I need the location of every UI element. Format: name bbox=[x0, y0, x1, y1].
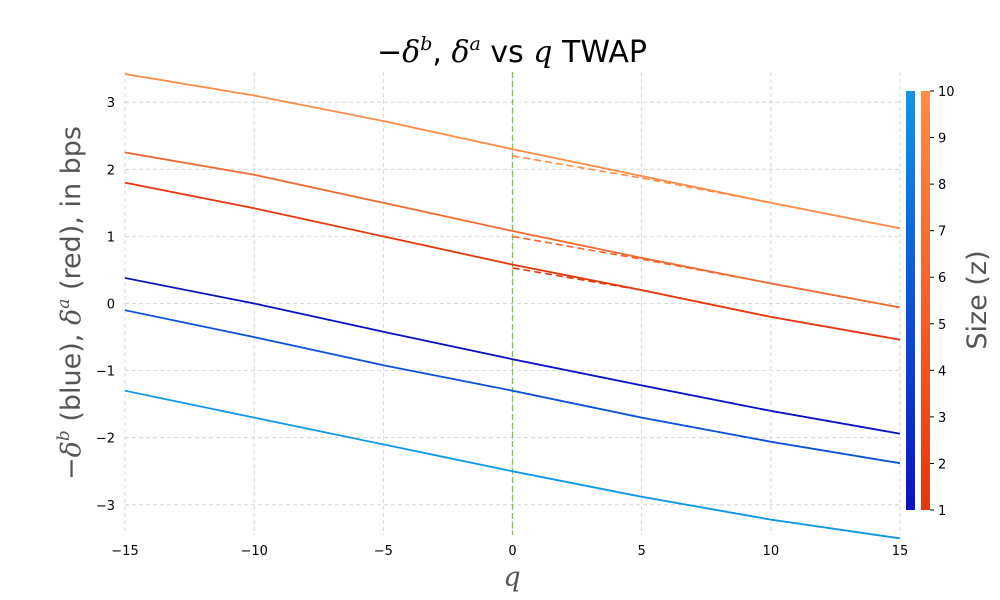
y-tick-label: 1 bbox=[107, 230, 115, 245]
x-tick-label: 15 bbox=[892, 544, 909, 559]
colorbar-tick-label: 1 bbox=[938, 504, 946, 519]
y-tick-label: −1 bbox=[96, 365, 115, 380]
y-tick-label: −2 bbox=[96, 432, 115, 447]
series-line-ask-3 bbox=[512, 235, 901, 309]
y-tick-label: −3 bbox=[96, 499, 115, 514]
ylabel-minus: − bbox=[56, 457, 87, 480]
ylabel-delta-b: δ bbox=[56, 441, 87, 457]
ylabel-end: (red), in bps bbox=[56, 126, 87, 299]
series-line-ask-2 bbox=[124, 151, 901, 309]
ylabel-sup-b: b bbox=[54, 430, 74, 441]
grid-lines bbox=[124, 72, 901, 535]
title-delta-a: δ bbox=[451, 35, 469, 70]
colorbar-ticks: 1 2 3 4 5 6 7 8 9 10 bbox=[930, 85, 955, 519]
colorbar-label: Size (z) bbox=[962, 250, 993, 349]
x-axis-label: q bbox=[503, 562, 520, 593]
y-tick-labels: −3 −2 −1 0 1 2 3 bbox=[96, 96, 115, 514]
series-line-bid-9 bbox=[512, 389, 901, 464]
series-line-ask-1 bbox=[512, 155, 901, 230]
title-sup-b: b bbox=[420, 33, 432, 55]
y-axis-label: −δb (blue), δa (red), in bps bbox=[54, 126, 87, 480]
y-tick-label: 2 bbox=[107, 163, 115, 178]
colorbar-tick-label: 8 bbox=[938, 178, 946, 193]
series-lines bbox=[124, 73, 901, 540]
title-comma: , bbox=[432, 35, 451, 70]
x-tick-label: −5 bbox=[374, 544, 393, 559]
x-tick-label: −10 bbox=[240, 544, 267, 559]
colorbar-bid bbox=[906, 91, 915, 510]
series-line-ask-0 bbox=[124, 73, 901, 230]
title-q: q bbox=[533, 35, 552, 70]
title-vs: vs bbox=[481, 35, 533, 70]
x-tick-label: −15 bbox=[111, 544, 138, 559]
ylabel-mid: (blue), bbox=[56, 325, 87, 430]
y-tick-label: 3 bbox=[107, 96, 115, 111]
colorbar-tick-label: 6 bbox=[938, 271, 946, 286]
colorbar-ask bbox=[921, 91, 930, 510]
title-sup-a: a bbox=[470, 33, 481, 55]
y-tick-label: 0 bbox=[107, 298, 115, 313]
colorbar-tick-label: 10 bbox=[938, 85, 955, 100]
ylabel-sup-a: a bbox=[54, 299, 74, 309]
title-delta-b: δ bbox=[402, 35, 420, 70]
ylabel-delta-a: δ bbox=[56, 309, 87, 325]
x-tick-label: 5 bbox=[638, 544, 646, 559]
colorbar-tick-label: 4 bbox=[938, 364, 946, 379]
colorbar-tick-label: 7 bbox=[938, 225, 946, 240]
title-minus: − bbox=[377, 35, 402, 70]
chart-title: −δb, δa vs q TWAP bbox=[377, 33, 647, 70]
colorbar-tick-label: 5 bbox=[938, 318, 946, 333]
colorbar-tick-label: 9 bbox=[938, 132, 946, 147]
title-twap: TWAP bbox=[553, 35, 648, 70]
x-tick-label: 0 bbox=[508, 544, 516, 559]
colorbar-tick-label: 3 bbox=[938, 411, 946, 426]
x-tick-label: 10 bbox=[763, 544, 780, 559]
series-line-ask-4 bbox=[124, 181, 901, 341]
colorbar-tick-label: 2 bbox=[938, 457, 946, 472]
x-tick-labels: −15 −10 −5 0 5 10 15 bbox=[111, 544, 908, 559]
